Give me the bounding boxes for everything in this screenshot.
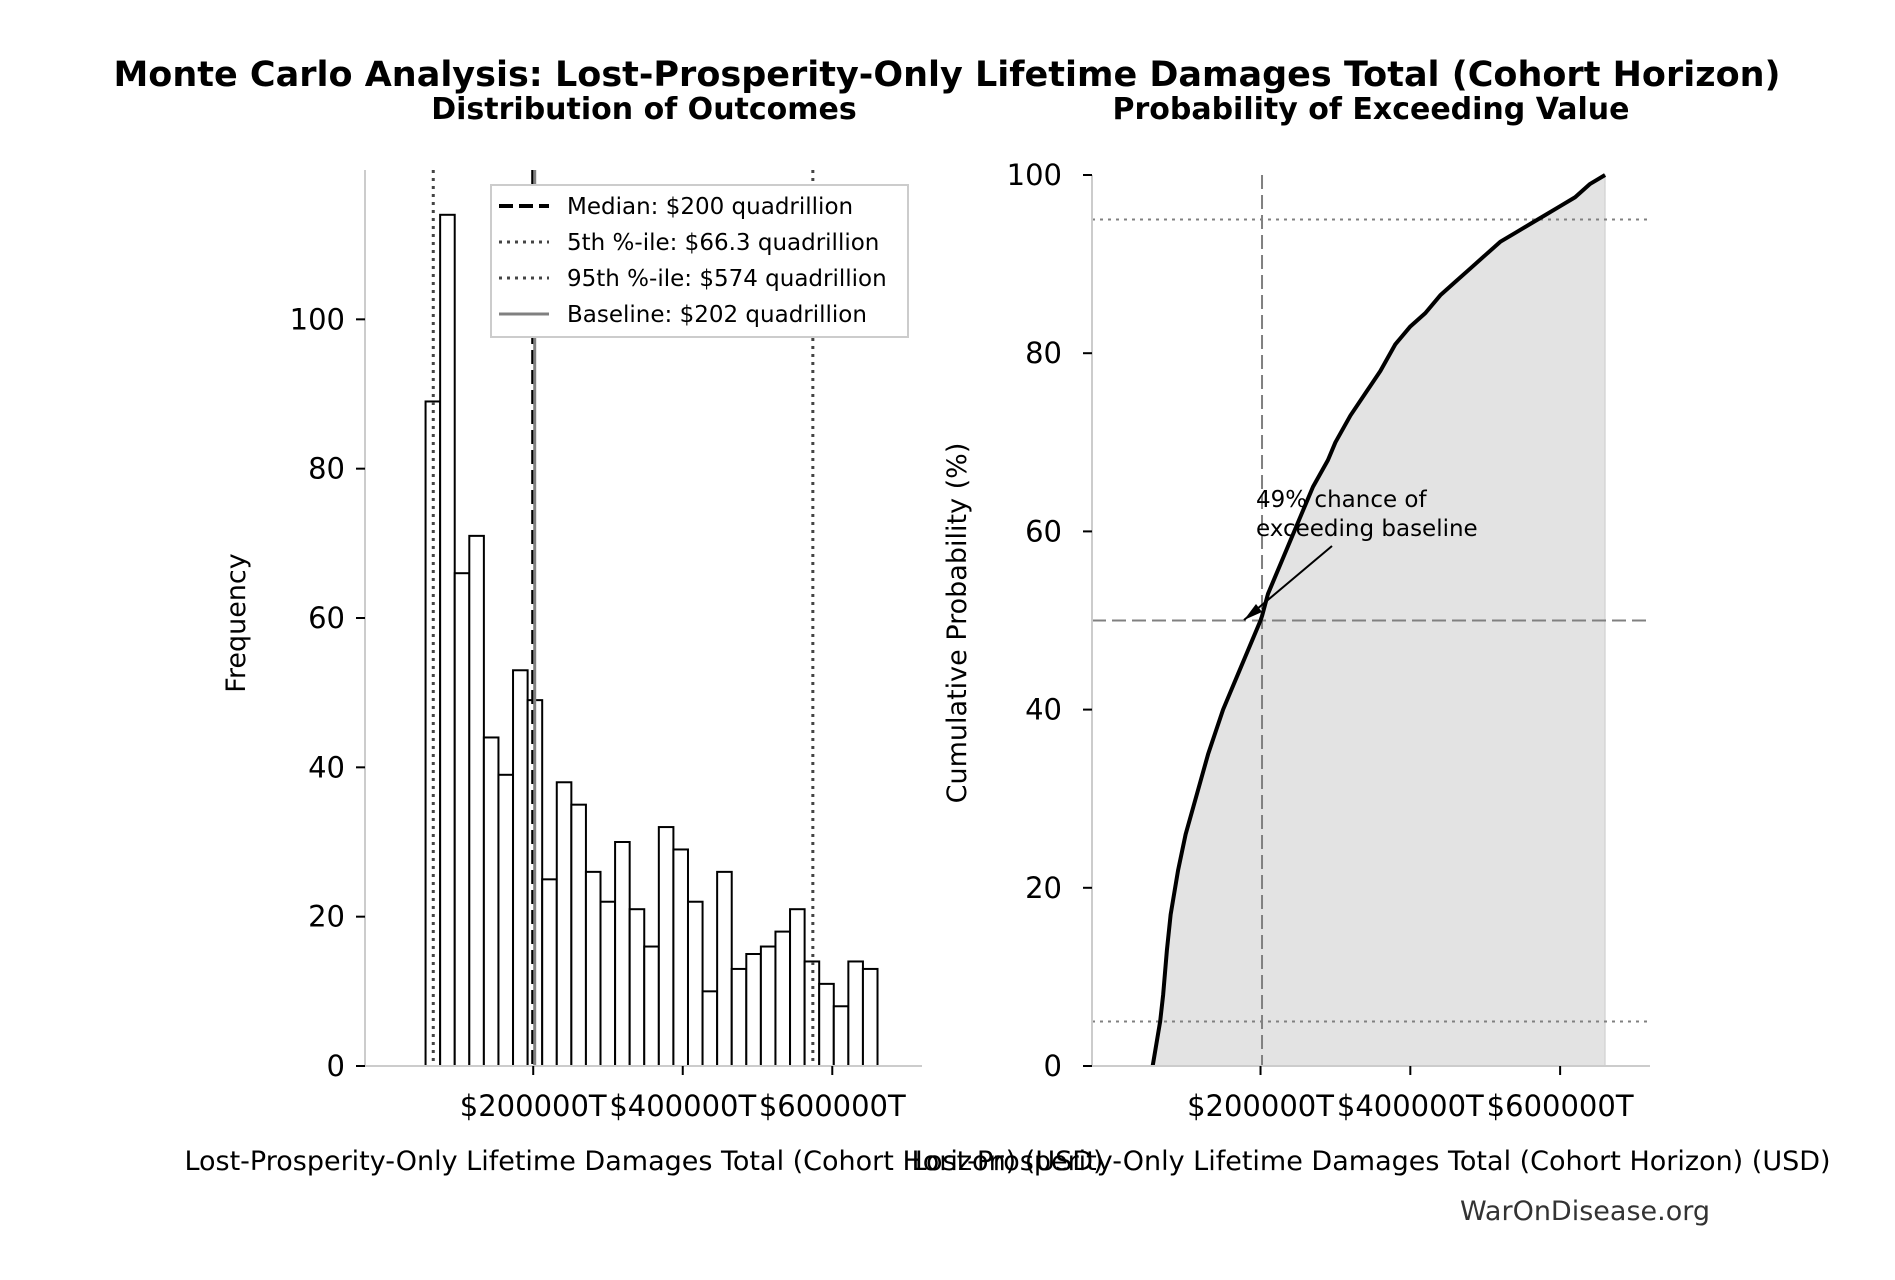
exceedance-axes: 0 20 40 60 80 100 $200000T $400000T $600000T	[1007, 158, 1650, 1123]
histogram-panel: Distribution of Outcomes 0 20 40 60 80 100 $20…	[184, 92, 1103, 1177]
annotation-text-line-2: exceeding baseline	[1256, 516, 1478, 542]
histogram-y-tick-label: 100	[290, 302, 345, 336]
exceedance-x-tick-label: $400000T	[1337, 1089, 1484, 1123]
histogram-bar	[439, 213, 456, 1068]
watermark: WarOnDisease.org	[1460, 1196, 1710, 1227]
annotation-text-line-1: 49% chance of	[1256, 487, 1428, 513]
annotation-arrowhead	[1244, 604, 1262, 620]
histogram-bar	[482, 736, 500, 1067]
baseline-annotation: 49% chance of exceeding baseline	[1243, 487, 1478, 621]
histogram-bar	[789, 908, 806, 1068]
histogram-bar	[424, 400, 442, 1067]
legend-frame	[490, 184, 909, 338]
histogram-bar	[672, 848, 689, 1068]
histogram-x-axis-label: Lost-Prosperity-Only Lifetime Damages To…	[184, 1146, 1103, 1177]
exceedance-title: Probability of Exceeding Value	[1112, 92, 1629, 127]
histogram-x-tick-label: $600000T	[759, 1089, 906, 1123]
histogram-y-tick-label: 40	[308, 750, 345, 784]
histogram-bar	[832, 1005, 850, 1067]
histogram-bar	[599, 900, 617, 1067]
histogram-legend: Median: $200 quadrillion 5th %-ile: $66.…	[490, 184, 909, 338]
figure-title: Monte Carlo Analysis: Lost-Prosperity-On…	[113, 55, 1780, 95]
histogram-bar	[541, 878, 558, 1067]
histogram-bar	[614, 841, 631, 1067]
exceedance-line	[1150, 173, 1607, 1067]
histogram-bar	[512, 669, 529, 1067]
histogram-bar	[847, 960, 864, 1068]
histogram-bar	[730, 967, 748, 1068]
exceedance-panel: Probability of Exceeding Value 0 20 40 60 80…	[911, 92, 1830, 1177]
histogram-bar	[453, 572, 471, 1067]
histogram-bar	[570, 803, 587, 1068]
exceedance-x-tick-label: $200000T	[1187, 1089, 1334, 1123]
histogram-bars	[424, 213, 879, 1068]
histogram-y-tick-label: 60	[308, 601, 345, 635]
histogram-bar	[774, 930, 792, 1067]
legend-label-baseline: Baseline: $202 quadrillion	[567, 302, 867, 328]
exceedance-y-tick-label: 20	[1025, 871, 1062, 905]
histogram-y-axis-label: Frequency	[221, 553, 252, 693]
histogram-bar	[861, 967, 879, 1068]
histogram-bar	[701, 990, 719, 1067]
exceedance-x-axis-label: Lost-Prosperity-Only Lifetime Damages To…	[911, 1146, 1830, 1177]
exceedance-y-tick-label: 100	[1007, 158, 1062, 192]
histogram-bar	[555, 781, 573, 1067]
histogram-bar	[628, 908, 646, 1068]
histogram-y-tick-label: 0	[327, 1049, 345, 1083]
histogram-bar	[468, 534, 485, 1067]
histogram-y-tick-label: 20	[308, 900, 345, 934]
histogram-bar	[818, 982, 835, 1067]
histogram-bar	[759, 945, 777, 1067]
histogram-title: Distribution of Outcomes	[431, 92, 857, 127]
exceedance-y-tick-label: 40	[1025, 693, 1062, 727]
histogram-bar	[497, 773, 515, 1067]
exceedance-y-tick-label: 0	[1044, 1049, 1062, 1083]
histogram-bar	[584, 870, 602, 1067]
exceedance-y-tick-label: 60	[1025, 514, 1062, 548]
legend-label-p95: 95th %-ile: $574 quadrillion	[567, 266, 887, 292]
exceedance-curve	[1150, 173, 1607, 1067]
legend-label-p5: 5th %-ile: $66.3 quadrillion	[567, 230, 879, 256]
exceedance-y-axis-label: Cumulative Probability (%)	[942, 443, 973, 804]
histogram-y-tick-label: 80	[308, 452, 345, 486]
histogram-bar	[643, 945, 660, 1067]
histogram-bar	[686, 900, 704, 1067]
histogram-axes: 0 20 40 60 80 100 $200000T $400000T $600000T	[290, 170, 922, 1123]
legend-label-median: Median: $200 quadrillion	[567, 194, 853, 220]
histogram-x-tick-label: $400000T	[609, 1089, 756, 1123]
histogram-bar	[745, 953, 762, 1067]
histogram-x-tick-label: $200000T	[460, 1089, 607, 1123]
histogram-bar	[716, 870, 733, 1067]
exceedance-y-tick-label: 80	[1025, 336, 1062, 370]
exceedance-x-tick-label: $600000T	[1487, 1089, 1634, 1123]
histogram-bar	[657, 826, 675, 1067]
